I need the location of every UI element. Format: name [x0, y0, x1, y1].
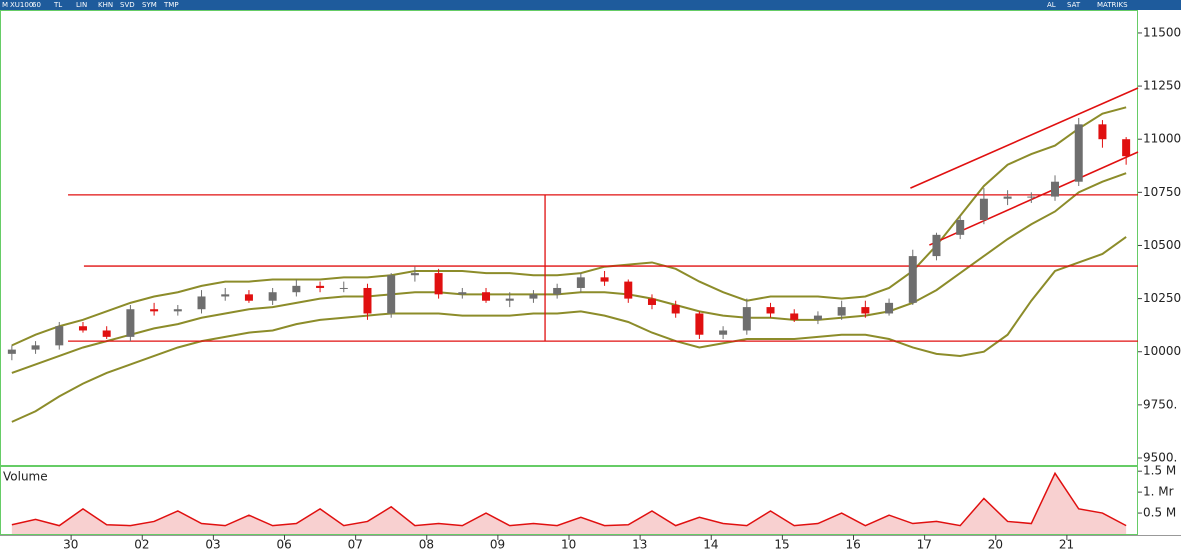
- candle-body: [244, 294, 253, 301]
- candle-body: [647, 298, 656, 305]
- volume-tick-label: 1.5 M: [1143, 464, 1176, 478]
- x-tick-label: 03: [205, 538, 220, 552]
- toolbar-button[interactable]: AL: [1047, 1, 1056, 9]
- candle-body: [434, 273, 443, 295]
- toolbar-button[interactable]: KHN: [98, 1, 113, 9]
- toolbar-button[interactable]: TMP: [163, 1, 179, 9]
- candle-body: [719, 330, 728, 335]
- toolbar-button[interactable]: SAT: [1067, 1, 1081, 9]
- candle-body: [363, 287, 372, 314]
- candle-body: [529, 294, 538, 299]
- candle-body: [1003, 196, 1012, 199]
- volume-line: [11, 471, 1127, 527]
- toolbar-button[interactable]: MATRIKS: [1097, 1, 1128, 9]
- x-tick-label: 06: [277, 538, 292, 552]
- candle-body: [837, 307, 846, 316]
- band-line: [11, 172, 1127, 374]
- y-tick-label: 9500.: [1143, 450, 1177, 464]
- candle-body: [956, 219, 965, 235]
- y-tick-label: 11000: [1143, 132, 1181, 146]
- candle-body: [482, 292, 491, 301]
- candle-body: [861, 307, 870, 314]
- x-tick-label: 10: [561, 538, 576, 552]
- candle-body: [458, 292, 467, 295]
- trend-line: [910, 87, 1139, 189]
- y-tick-label: 10250: [1143, 291, 1181, 305]
- candle-body: [1122, 139, 1131, 157]
- candle-body: [410, 273, 419, 276]
- candle-body: [387, 275, 396, 314]
- toolbar: [0, 0, 1181, 10]
- x-tick-label: 08: [419, 538, 434, 552]
- candle-body: [126, 309, 135, 337]
- toolbar-button[interactable]: M: [2, 1, 8, 9]
- volume-area: [11, 473, 1127, 534]
- candle-body: [55, 326, 64, 346]
- candle-body: [78, 326, 87, 331]
- candle-body: [1098, 124, 1107, 140]
- x-tick-label: 14: [703, 538, 718, 552]
- x-tick-label: 20: [988, 538, 1003, 552]
- candle-body: [1051, 181, 1060, 197]
- candle-body: [979, 198, 988, 220]
- candle-body: [600, 277, 609, 282]
- candle-body: [197, 296, 206, 310]
- candle-body: [1074, 124, 1083, 182]
- price-frame: [0, 10, 1138, 466]
- x-tick-label: 09: [490, 538, 505, 552]
- toolbar-button[interactable]: SVD: [120, 1, 135, 9]
- y-tick-label: 11250: [1143, 79, 1181, 93]
- x-tick-label: 02: [134, 538, 149, 552]
- candle-body: [339, 287, 348, 289]
- x-tick-label: 30: [63, 538, 78, 552]
- candle-body: [1027, 196, 1036, 198]
- y-tick-label: 10750: [1143, 185, 1181, 199]
- candle-body: [31, 345, 40, 350]
- candle-body: [695, 313, 704, 335]
- x-tick-label: 17: [917, 538, 932, 552]
- x-tick-label: 07: [348, 538, 363, 552]
- candle-body: [150, 309, 159, 312]
- candle-body: [885, 302, 894, 314]
- candle-body: [813, 315, 822, 320]
- toolbar-button[interactable]: TL: [53, 1, 62, 9]
- candle-body: [742, 307, 751, 331]
- toolbar-button[interactable]: LIN: [76, 1, 87, 9]
- volume-tick-label: 0.5 M: [1143, 506, 1176, 520]
- toolbar-button[interactable]: XU100: [10, 1, 33, 9]
- toolbar-button[interactable]: SYM: [142, 1, 157, 9]
- y-tick-label: 10000: [1143, 344, 1181, 358]
- volume-frame: [0, 466, 1138, 535]
- candle-body: [908, 256, 917, 303]
- candle-body: [316, 285, 325, 288]
- candle-body: [102, 330, 111, 337]
- candle-body: [292, 285, 301, 293]
- candle-body: [576, 277, 585, 288]
- x-tick-label: 21: [1059, 538, 1074, 552]
- candle-body: [7, 349, 16, 354]
- x-tick-label: 13: [632, 538, 647, 552]
- candle-body: [221, 294, 230, 297]
- volume-tick-label: 1. Mr: [1143, 485, 1174, 499]
- candle-body: [173, 309, 182, 312]
- volume-label: Volume: [3, 470, 48, 484]
- y-tick-label: 10500: [1143, 238, 1181, 252]
- candle-body: [268, 292, 277, 301]
- y-tick-label: 11500: [1143, 25, 1181, 39]
- candle-body: [505, 298, 514, 301]
- toolbar-button[interactable]: 60: [32, 1, 41, 9]
- band-line: [11, 236, 1127, 423]
- candle-body: [790, 313, 799, 320]
- candle-body: [932, 234, 941, 257]
- candle-body: [671, 304, 680, 314]
- candle-body: [624, 281, 633, 299]
- candle-body: [766, 307, 775, 314]
- x-tick-label: 16: [846, 538, 861, 552]
- candle-body: [553, 287, 562, 295]
- y-tick-label: 9750.: [1143, 397, 1177, 411]
- x-tick-label: 15: [774, 538, 789, 552]
